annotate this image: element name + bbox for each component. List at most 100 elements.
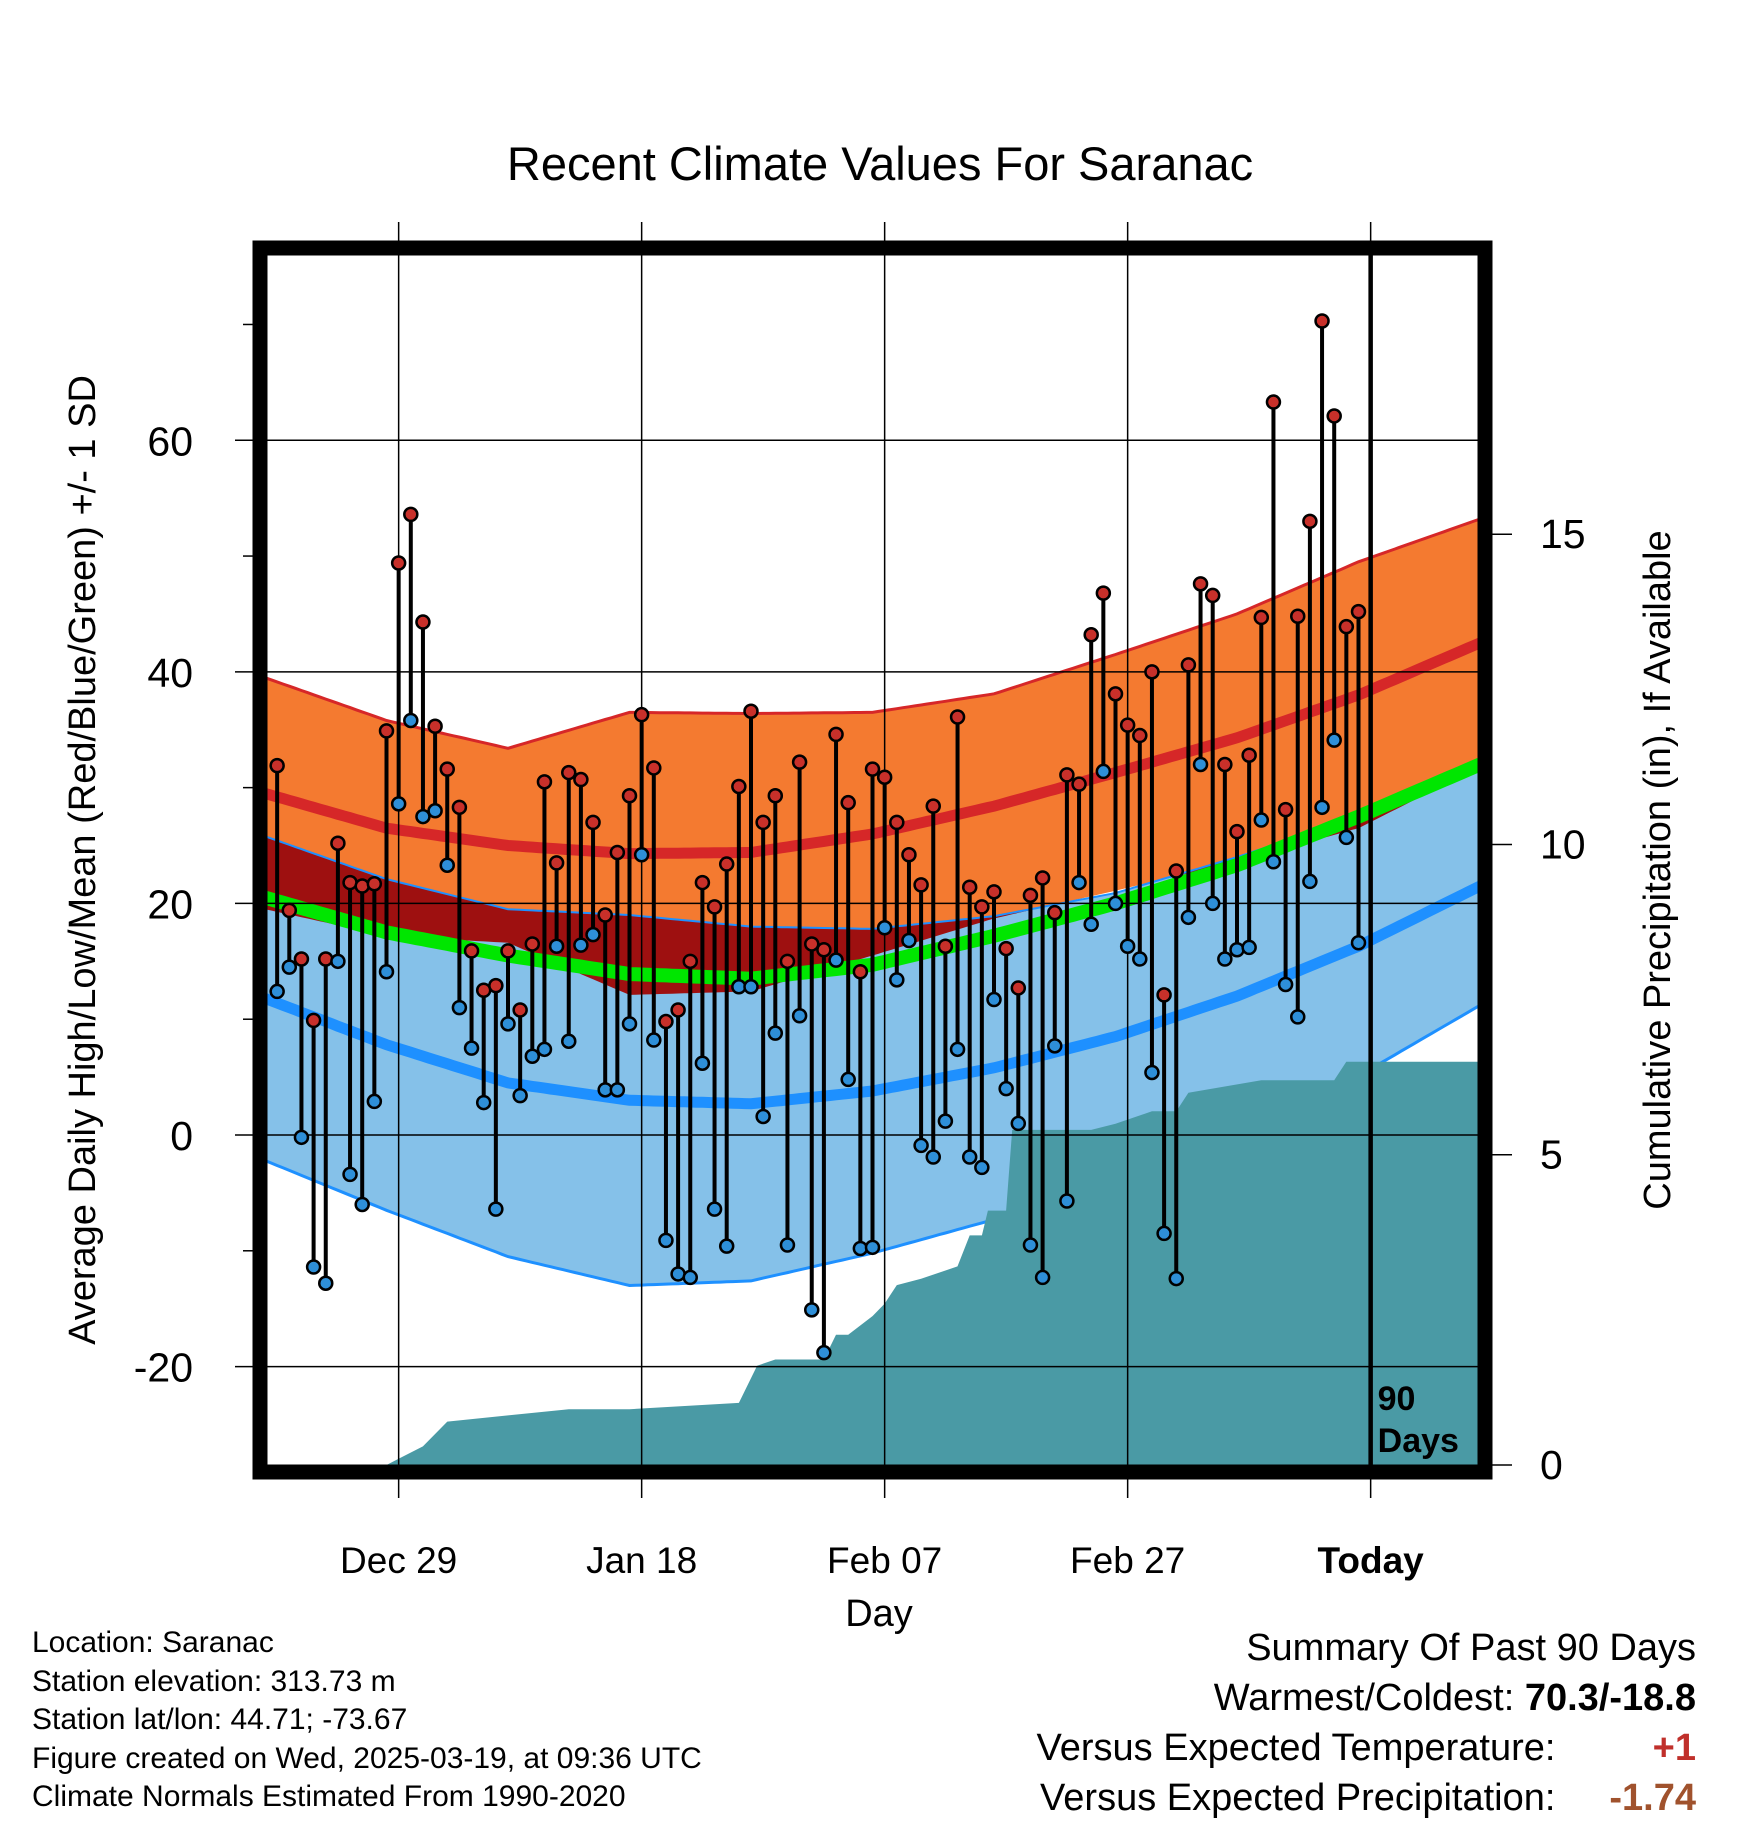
daily-high-point	[949, 709, 966, 725]
daily-high-point	[889, 814, 905, 831]
daily-high-point	[415, 614, 431, 630]
daily-high-point	[694, 874, 711, 891]
daily-high-point	[1204, 587, 1221, 604]
daily-low-point	[840, 1071, 856, 1088]
daily-high-point	[682, 953, 698, 970]
daily-high-point	[293, 951, 310, 967]
daily-low-point	[1338, 829, 1355, 846]
daily-low-point	[974, 1159, 990, 1176]
daily-high-point	[706, 899, 723, 915]
daily-low-point	[1022, 1237, 1039, 1253]
daily-low-point	[791, 1007, 808, 1024]
daily-low-point	[621, 1016, 638, 1032]
daily-high-point	[767, 787, 784, 804]
daily-high-point	[500, 943, 516, 959]
daily-low-point	[1326, 732, 1342, 748]
daily-low-point	[876, 919, 893, 936]
daily-high-point	[1192, 576, 1209, 592]
high-sd-upper-line	[265, 517, 1480, 750]
location-text: Location: Saranac	[32, 1626, 274, 1659]
daily-low-point	[548, 938, 565, 955]
daily-low-point	[1010, 1115, 1027, 1132]
daily-low-point	[755, 1108, 771, 1125]
y-axis-label: Average Daily High/Low/Mean (Red/Blue/Gr…	[62, 375, 104, 1345]
daily-low-point	[828, 952, 844, 968]
daily-high-point	[828, 726, 844, 743]
daily-high-point	[840, 794, 856, 811]
daily-low-point	[427, 803, 443, 819]
daily-high-point	[403, 506, 419, 523]
daily-high-point	[633, 706, 650, 723]
daily-high-point	[743, 703, 759, 719]
daily-low-point	[500, 1016, 516, 1032]
daily-low-point	[804, 1302, 820, 1318]
daily-low-point	[1107, 895, 1124, 912]
daily-low-point	[1180, 909, 1197, 926]
daily-low-point	[305, 1259, 322, 1275]
daily-high-point	[512, 1002, 528, 1018]
daily-low-point	[293, 1129, 310, 1146]
daily-high-point	[439, 761, 455, 777]
daily-high-point	[961, 879, 978, 895]
daily-high-point	[913, 877, 929, 893]
daily-low-point	[864, 1239, 881, 1256]
daily-high-point	[463, 943, 480, 959]
daily-low-point	[366, 1093, 383, 1110]
daily-high-point	[864, 761, 881, 777]
daily-low-point	[403, 712, 419, 729]
daily-low-point	[451, 999, 468, 1016]
plot-frame	[252, 240, 1493, 1480]
daily-low-point	[488, 1201, 504, 1217]
summary-panel: Summary Of Past 90 Days Warmest/Coldest:…	[696, 1623, 1696, 1823]
daily-low-point	[390, 796, 407, 812]
precip-anomaly-row: Versus Expected Precipitation: -1.74	[696, 1773, 1696, 1823]
daily-high-point	[1350, 603, 1367, 620]
plot-content: 90 Days	[265, 255, 1480, 1465]
created-text: Figure created on Wed, 2025-03-19, at 09…	[32, 1741, 702, 1775]
daily-low-point	[609, 1082, 626, 1098]
daily-high-point	[561, 764, 577, 781]
daily-low-point	[342, 1166, 358, 1183]
daily-low-point	[463, 1040, 480, 1056]
daily-high-point	[731, 778, 747, 795]
daily-high-point	[366, 875, 383, 892]
daily-high-point	[986, 884, 1002, 900]
daily-low-point	[1265, 853, 1282, 870]
daily-high-point	[281, 902, 298, 919]
daily-low-point	[354, 1196, 370, 1213]
daily-high-point	[1326, 408, 1342, 424]
daily-high-point	[1034, 870, 1051, 886]
daily-low-point	[706, 1201, 723, 1217]
y2-tick-label: 0	[1540, 1442, 1563, 1488]
y-tick-label: -20	[134, 1345, 193, 1391]
daily-low-point	[330, 953, 346, 970]
warmest-coldest-value: 70.3/-18.8	[1524, 1677, 1696, 1719]
daily-high-point	[1253, 609, 1270, 626]
daily-low-point	[1144, 1064, 1160, 1081]
temp-anomaly-value: +1	[1652, 1727, 1696, 1769]
daily-high-point	[816, 941, 832, 958]
normals-text: Climate Normals Estimated From 1990-2020	[32, 1780, 626, 1813]
precip-anomaly-value: -1.74	[1609, 1777, 1696, 1819]
daily-high-point	[1314, 313, 1330, 329]
warmest-coldest-label: Warmest/Coldest:	[1213, 1677, 1515, 1719]
x-tick-label: Feb 07	[827, 1540, 942, 1581]
daily-high-point	[779, 953, 796, 970]
today-days-label: Days	[1378, 1422, 1459, 1460]
daily-high-point	[1241, 747, 1257, 763]
daily-low-point	[1204, 895, 1221, 912]
daily-low-point	[1083, 916, 1099, 933]
daily-high-point	[876, 769, 893, 785]
daily-low-point	[415, 808, 431, 825]
y-tick-label: 40	[147, 650, 193, 696]
daily-high-point	[536, 774, 553, 790]
daily-low-point	[1168, 1270, 1184, 1287]
daily-high-point	[658, 1013, 674, 1030]
daily-high-point	[318, 951, 334, 967]
daily-high-point	[718, 856, 735, 872]
daily-low-point	[269, 983, 285, 1000]
daily-low-point	[743, 979, 759, 995]
daily-low-point	[1095, 763, 1112, 780]
y2-axis-label: Cumulative Precipitation (in), If Availa…	[1637, 530, 1679, 1209]
daily-high-point	[573, 771, 589, 788]
